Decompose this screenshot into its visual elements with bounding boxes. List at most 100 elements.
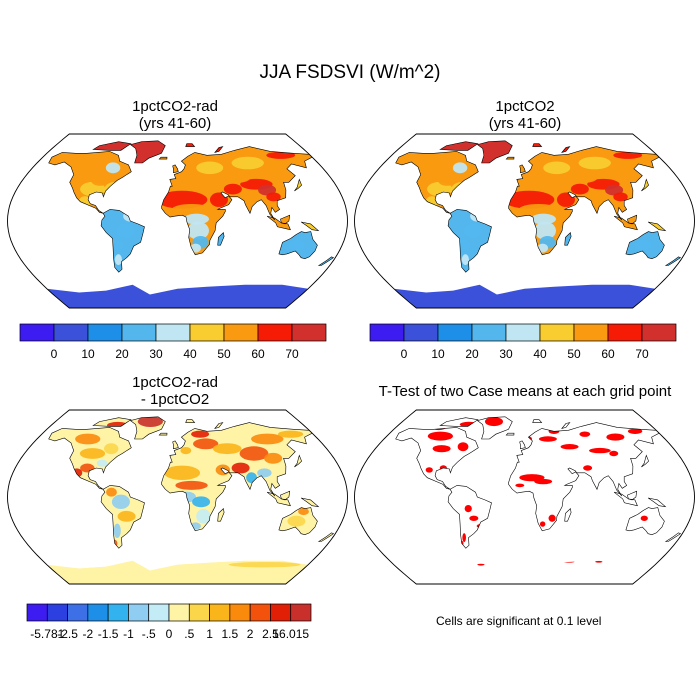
data-cell — [287, 515, 306, 527]
colorbar-box — [641, 323, 677, 342]
significant-cell — [457, 442, 469, 452]
colorbar-tick-label: -1 — [123, 627, 134, 641]
colorbar-tick-label: 20 — [115, 347, 129, 361]
coastline-greenland — [476, 140, 513, 164]
colorbar-box — [437, 323, 473, 342]
data-cell — [518, 204, 559, 215]
colorbar-box — [539, 323, 575, 342]
colorbar-tick-label: 16.015 — [272, 627, 309, 641]
colorbar-box — [291, 323, 327, 342]
land-novaya-zemlya — [214, 422, 223, 429]
data-cell — [191, 430, 210, 438]
coastline-north-america — [395, 427, 479, 490]
land-borneo — [627, 215, 637, 224]
colorbar-tick-label: 1 — [206, 627, 213, 641]
data-cell — [613, 192, 628, 202]
data-cell — [117, 510, 136, 522]
colorbar-box — [46, 603, 68, 622]
colorbar-tick-label: -2.5 — [57, 627, 78, 641]
significant-cell — [534, 478, 553, 485]
coastline-australia — [625, 507, 665, 536]
colorbar-box — [53, 323, 89, 342]
colorbar-tick-label: 70 — [285, 347, 299, 361]
coastline-arctic-islands — [439, 141, 479, 151]
colorbar-box — [148, 603, 170, 622]
panel-title-top-left: 1pctCO2-rad (yrs 41-60) — [40, 98, 310, 132]
data-cell — [71, 566, 144, 573]
significant-cell — [425, 467, 433, 473]
significant-cell — [548, 514, 556, 522]
colorbar-box — [121, 323, 157, 342]
coastline-madagascar — [564, 231, 572, 246]
land-novaya-zemlya — [561, 146, 570, 153]
data-cell — [459, 239, 471, 251]
land-uk — [519, 164, 526, 173]
coastline-indonesia — [613, 491, 638, 507]
panel-title-line1: 1pctCO2-rad — [132, 374, 218, 391]
colorbar-tick-label: -.5 — [142, 627, 156, 641]
colorbar-box — [209, 603, 231, 622]
coastline-north-america — [395, 151, 479, 214]
coastline-new-guinea — [648, 221, 667, 232]
significant-cell — [515, 483, 525, 488]
data-cell — [231, 462, 250, 474]
significant-cell — [538, 436, 557, 442]
coastline-iceland — [158, 432, 168, 436]
colorbar-box — [155, 323, 191, 342]
coastline-svalbard — [185, 143, 196, 147]
colorbar-tick-label: .5 — [184, 627, 194, 641]
data-cell — [164, 465, 201, 481]
figure-title: JJA FSDSVI (W/m^2) — [259, 62, 441, 83]
data-cell — [70, 157, 96, 173]
data-cell — [104, 443, 119, 455]
map-border — [354, 133, 695, 309]
ocean — [354, 410, 695, 584]
significant-cell — [583, 465, 593, 471]
data-cell — [79, 448, 106, 459]
land-iceland — [506, 157, 514, 160]
colorbar-top-right: 0 10 20 30 40 50 60 70 — [369, 323, 677, 361]
colorbar-tick-label: -2 — [83, 627, 94, 641]
land-iceland — [159, 433, 167, 436]
data-cell — [257, 468, 272, 478]
coastline-iceland — [505, 156, 515, 160]
colorbar-tick-label: 10 — [81, 347, 95, 361]
colorbar-tick-label: 40 — [183, 347, 197, 361]
coastline-south-america — [100, 209, 145, 273]
coastline-borneo — [280, 214, 291, 225]
panel-title-bottom-right: T-Test of two Case means at each grid po… — [350, 383, 700, 400]
coastline-madagascar — [564, 507, 572, 522]
coastline-novaya-zemlya — [561, 146, 571, 153]
data-cell — [116, 223, 135, 238]
colorbar-box — [223, 323, 259, 342]
data-cell — [417, 157, 443, 173]
colorbar-tick-label: 10 — [431, 347, 445, 361]
data-cell — [111, 494, 130, 510]
data-cell — [591, 194, 606, 206]
coastline-new-guinea — [301, 221, 320, 232]
data-cell — [635, 239, 652, 251]
coastline-japan — [294, 178, 302, 192]
land-borneo — [280, 491, 290, 500]
coastline-new-guinea — [301, 497, 320, 508]
data-cell — [610, 161, 632, 175]
coastline-north-america — [48, 151, 132, 214]
data-cell — [212, 443, 242, 455]
data-cell — [183, 213, 209, 225]
colorbar-box — [229, 603, 251, 622]
coastline-novaya-zemlya — [214, 146, 224, 153]
colorbar-box — [471, 323, 507, 342]
coastline-australia — [278, 231, 318, 260]
colorbar-tick-label: 20 — [465, 347, 479, 361]
data-cell — [452, 162, 468, 174]
colorbar-tick-label: 60 — [251, 347, 265, 361]
significant-cell — [627, 428, 643, 434]
data-cell — [239, 446, 269, 461]
land-south-america — [101, 209, 145, 273]
significant-cell — [464, 505, 472, 513]
data-cell — [570, 183, 589, 195]
coastline-arctic-islands — [92, 141, 132, 151]
data-cell — [137, 416, 163, 427]
data-cell — [534, 221, 556, 240]
significant-cell — [595, 560, 603, 563]
